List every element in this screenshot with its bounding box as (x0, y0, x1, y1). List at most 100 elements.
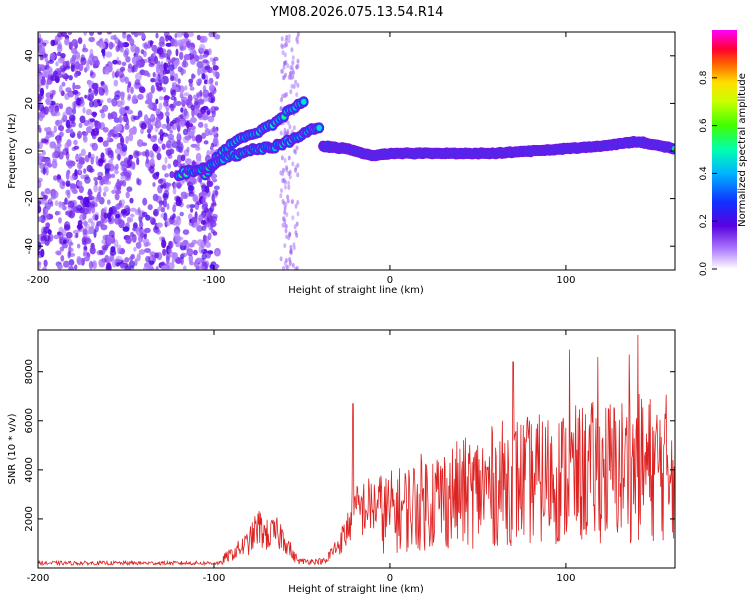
noise-mark (209, 57, 214, 62)
noise-mark (116, 178, 120, 187)
noise-mark (58, 202, 65, 209)
noise-mark (199, 53, 203, 60)
stripe-mark (282, 167, 285, 173)
noise-mark (128, 154, 134, 160)
stripe-mark (279, 106, 283, 112)
noise-mark (155, 171, 160, 177)
noise-mark (101, 244, 109, 251)
y-tick-label: 8000 (24, 359, 35, 384)
stripe-mark (280, 188, 283, 194)
stripe-mark (287, 120, 290, 126)
noise-mark (51, 143, 57, 149)
stripe-mark (283, 157, 287, 163)
noise-mark (125, 135, 129, 144)
x-tick-label: 100 (556, 573, 575, 584)
noise-mark (210, 221, 217, 228)
noise-mark (166, 116, 170, 125)
noise-mark (130, 253, 135, 260)
noise-mark (173, 60, 180, 66)
noise-mark (191, 73, 195, 80)
noise-mark (176, 154, 183, 164)
noise-mark (204, 123, 208, 129)
noise-mark (161, 132, 169, 137)
noise-mark (198, 43, 206, 53)
noise-mark (137, 207, 141, 214)
noise-mark (190, 117, 197, 123)
noise-mark (38, 73, 42, 80)
noise-mark (119, 150, 123, 156)
noise-mark (125, 191, 130, 199)
noise-mark (56, 264, 63, 270)
noise-mark (176, 132, 181, 141)
noise-mark (50, 74, 54, 82)
noise-mark (172, 204, 177, 213)
noise-mark (169, 103, 174, 109)
noise-mark (175, 145, 183, 153)
noise-mark (162, 75, 169, 85)
noise-mark (158, 41, 163, 46)
stripe-mark (286, 198, 290, 204)
noise-mark (212, 65, 219, 71)
noise-mark (57, 32, 63, 38)
noise-mark (80, 54, 86, 62)
noise-mark (155, 98, 159, 105)
noise-mark (207, 115, 215, 123)
noise-mark (162, 248, 167, 256)
stripe-mark (285, 167, 289, 173)
noise-mark (152, 134, 158, 139)
noise-mark (38, 103, 45, 112)
noise-mark (73, 100, 77, 109)
noise-mark (115, 163, 119, 171)
stripe-mark (289, 89, 293, 95)
noise-mark (84, 94, 88, 99)
noise-mark (88, 32, 95, 36)
noise-mark (60, 255, 65, 262)
noise-mark (126, 84, 130, 94)
snr-y-ticks: 2000 4000 6000 8000 (24, 359, 675, 532)
colorbar-tick-label: 0.6 (699, 118, 709, 133)
stripe-mark (279, 130, 283, 136)
noise-mark (78, 153, 82, 161)
stripe-mark (285, 264, 289, 270)
noise-mark (185, 158, 192, 165)
stripe-mark (287, 180, 291, 186)
noise-mark (76, 204, 83, 212)
noise-mark (184, 85, 188, 91)
noise-mark (180, 96, 188, 103)
noise-mark (155, 32, 159, 39)
noise-mark (49, 52, 56, 61)
noise-mark (81, 47, 89, 53)
noise-mark (158, 102, 163, 111)
noise-mark (171, 257, 175, 264)
stripe-mark (294, 203, 298, 209)
noise-mark (161, 237, 166, 242)
noise-mark (102, 191, 107, 197)
noise-mark (122, 179, 127, 187)
noise-mark (166, 143, 171, 149)
noise-mark (106, 235, 113, 245)
noise-mark (53, 125, 57, 133)
noise-mark (160, 213, 164, 219)
noise-mark (172, 187, 177, 195)
y-tick-label: -40 (24, 238, 35, 254)
noise-mark (200, 220, 206, 225)
noise-mark (58, 84, 63, 94)
noise-mark (133, 64, 138, 73)
noise-mark (111, 173, 116, 178)
noise-mark (163, 100, 167, 108)
noise-mark (39, 215, 46, 223)
noise-mark (196, 200, 202, 206)
noise-mark (139, 221, 144, 229)
noise-mark (179, 211, 184, 217)
noise-mark (97, 32, 103, 35)
noise-mark (149, 216, 154, 222)
noise-mark (55, 250, 62, 256)
noise-mark (64, 92, 70, 101)
noise-mark (187, 185, 195, 192)
noise-mark (208, 84, 215, 93)
noise-mark (202, 53, 208, 58)
noise-mark (156, 222, 163, 228)
noise-mark (156, 252, 163, 261)
noise-mark (48, 59, 54, 64)
noise-mark (112, 59, 119, 65)
